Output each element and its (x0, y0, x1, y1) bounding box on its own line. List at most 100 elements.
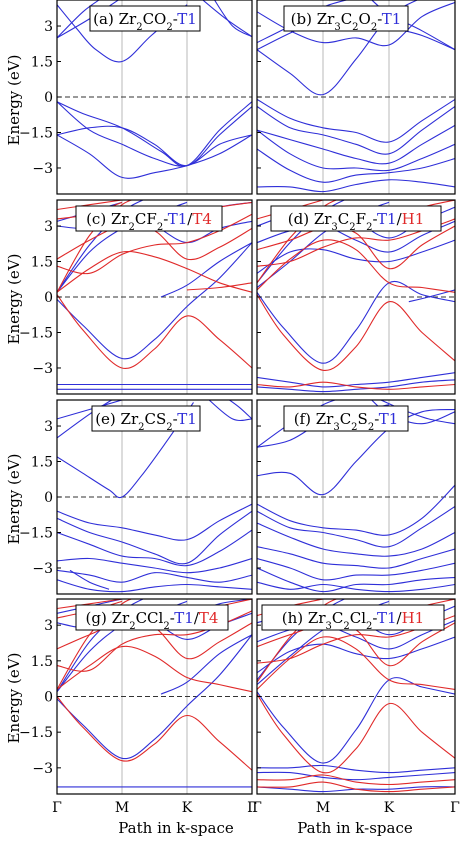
band-t1-7 (257, 124, 455, 165)
panel-b: (b) Zr3C2O2-T1 (256, 0, 456, 195)
panel-label-box (283, 5, 409, 32)
panel-d: (d) Zr3C2F2-T1/H1 (256, 199, 456, 395)
band-t1-5 (57, 101, 252, 167)
ytick-label: 0 (44, 290, 53, 306)
panel-label: (c) Zr2CF2-T1/T4 (86, 210, 212, 233)
panel-label-box (283, 405, 409, 432)
ytick-label: −1.5 (19, 525, 53, 541)
band-t1-10 (257, 567, 455, 593)
xtick-label-0: Γ (52, 800, 62, 816)
band-t1-4 (228, 400, 252, 420)
panel-c: 3 1.5 0 −1.5 −3 (c) Zr2CF2-T1/T4 (19, 199, 253, 395)
panel-label: (f) Zr3C2S2-T1 (294, 410, 399, 433)
ytick-label: 3 (44, 618, 53, 634)
panels-layer: 3 1.5 0 −1.5 −3 (a) Zr2CO2-T1 (b) Zr3C2O2-T1 3 1… (19, 0, 460, 816)
band-h1-15 (257, 381, 455, 390)
band-t1-9 (257, 557, 455, 581)
band-t1-0 (57, 634, 252, 760)
panel-label-box (270, 205, 442, 232)
band-h1-13 (257, 225, 455, 270)
band-t4-14 (57, 599, 123, 610)
band-t4-9 (57, 645, 252, 693)
band-t1-6 (257, 506, 455, 548)
band-t1-9 (257, 148, 455, 183)
band-t1-11 (69, 569, 110, 590)
ylabel-row-2: Energy (eV) (5, 254, 23, 345)
band-t1-11 (257, 581, 455, 593)
panel-label-box (91, 405, 201, 432)
panel-label-box (75, 604, 229, 631)
ytick-label: −1.5 (19, 125, 53, 141)
xtick-label-2: K (182, 800, 193, 816)
band-t1-7 (257, 379, 455, 393)
xtick-label-1: M (316, 800, 330, 816)
panel-label-box (89, 5, 201, 32)
band-t1-6 (257, 372, 455, 388)
xlabel-right: Path in k-space (297, 819, 413, 837)
band-t1-10 (57, 579, 252, 593)
band-t1-3 (257, 239, 455, 274)
band-t1-4 (379, 400, 455, 425)
ytick-label: 1.5 (31, 654, 53, 670)
band-t1-5 (257, 98, 455, 143)
panel-label: (g) Zr2CCl2-T1/T4 (86, 609, 219, 632)
ytick-label: 1.5 (31, 55, 53, 71)
band-t1-1 (57, 4, 188, 63)
panel-label-box (261, 604, 445, 631)
ytick-label: −3 (32, 561, 53, 577)
y-axis-labels: Energy (eV) Energy (eV) Energy (eV) Ener… (5, 55, 23, 744)
band-t1-2 (57, 400, 123, 420)
bands (257, 200, 455, 393)
band-t1-0 (257, 677, 455, 764)
band-t1-4 (201, 0, 252, 38)
ylabel-row-4: Energy (eV) (5, 653, 23, 744)
band-t1-5 (257, 484, 455, 536)
panel-h: Γ M K Γ (h) Zr3C2Cl2-T1/H1 (252, 598, 460, 816)
band-t1-6 (57, 106, 252, 167)
xtick-label-3: Γ (247, 800, 257, 816)
band-h1-10 (257, 636, 455, 690)
bands (57, 0, 252, 179)
panel-label: (d) Zr3C2F2-T1/H1 (288, 210, 425, 233)
band-t1-7 (257, 522, 455, 557)
band-t1-3 (257, 636, 455, 674)
band-t1-3 (213, 0, 252, 38)
ytick-label: −3 (32, 161, 53, 177)
ytick-label: 3 (44, 419, 53, 435)
ytick-label: 0 (44, 90, 53, 106)
xtick-label-2: K (384, 800, 395, 816)
band-t1-0 (57, 402, 194, 499)
ytick-label: −3 (32, 361, 53, 377)
panel-label-box (75, 205, 223, 232)
band-t1-7 (57, 134, 252, 179)
band-t4-15 (57, 200, 123, 211)
band-t1-1 (57, 400, 113, 439)
band-h1-16 (257, 781, 455, 793)
panel-label: (b) Zr3C2O2-T1 (291, 10, 402, 33)
band-t1-5 (57, 503, 252, 541)
ylabel-row-1: Energy (eV) (5, 55, 23, 146)
band-t1-3 (160, 634, 252, 695)
ytick-label: −1.5 (19, 725, 53, 741)
bands (57, 400, 252, 593)
band-t1-0 (257, 280, 455, 364)
band-t1-3 (160, 242, 252, 298)
band-t1-8 (57, 557, 252, 574)
band-t1-0 (57, 242, 252, 360)
xtick-label-0: Γ (252, 800, 262, 816)
band-t1-7 (57, 529, 252, 567)
ytick-label: −3 (32, 761, 53, 777)
band-t1-6 (257, 764, 455, 774)
panel-g: 3 1.5 0 −1.5 −3 Γ M K Γ (g) Zr2CCl2-T1/T4 (19, 598, 257, 816)
band-t1-0 (257, 408, 455, 496)
panel-f: (f) Zr3C2S2-T1 (256, 399, 456, 595)
xtick-label-1: M (115, 800, 129, 816)
band-t1-8 (257, 129, 455, 172)
xlabel-left: Path in k-space (118, 819, 234, 837)
band-h1-9 (257, 693, 455, 774)
band-t1-10 (257, 179, 455, 193)
band-t1-8 (57, 101, 252, 167)
band-t4-8 (57, 696, 252, 771)
band-t4-9 (57, 294, 252, 369)
